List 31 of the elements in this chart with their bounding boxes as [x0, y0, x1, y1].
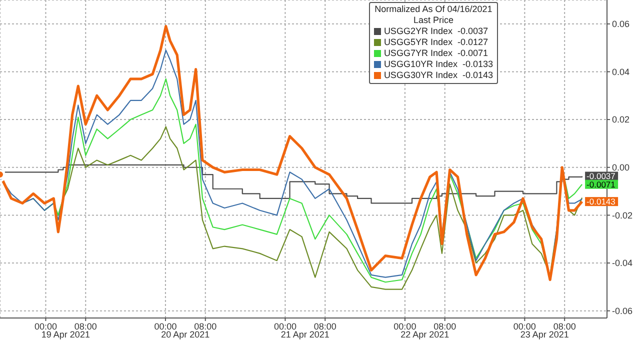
legend-label: USGG10YR Index -0.0133 — [384, 59, 493, 70]
data-label: -0.0143 — [586, 196, 616, 207]
x-tick-label: 00:00 — [34, 321, 57, 332]
data-label: -0.0037 — [586, 171, 616, 182]
x-tick-label: 08:00 — [553, 321, 576, 332]
x2-tick-label: 20 Apr 2021 — [161, 329, 210, 340]
x-tick-label: 00:00 — [394, 321, 416, 332]
x-tick-label: 00:00 — [274, 321, 296, 332]
y-tick-label: -0.02 — [612, 210, 633, 220]
y-tick-label: 0.02 — [612, 114, 630, 125]
x-tick-label: 08:00 — [434, 321, 456, 332]
x-tick-label: 08:00 — [74, 321, 97, 332]
data-label: -0.0071 — [586, 179, 616, 190]
y-tick-label: 0.00 — [612, 162, 630, 173]
legend-label: USGG2YR Index -0.0037 — [384, 26, 488, 37]
x2-tick-label: 23 Apr 2021 — [520, 329, 569, 340]
x-tick-label: 08:00 — [314, 321, 336, 332]
x-tick-label: 00:00 — [513, 321, 536, 332]
x2-tick-label: 19 Apr 2021 — [41, 329, 90, 340]
x2-tick-label: 21 Apr 2021 — [280, 329, 330, 340]
x2-tick-label: 22 Apr 2021 — [400, 329, 450, 340]
y-tick-label: -0.04 — [612, 258, 633, 268]
y-tick-label: -0.06 — [612, 306, 633, 316]
y-tick-label: 0.06 — [612, 19, 630, 30]
legend-title: Normalized As Of 04/16/2021 Last Price — [374, 4, 493, 26]
legend-label: USGG5YR Index -0.0127 — [384, 37, 488, 48]
legend-label: USGG30YR Index -0.0143 — [384, 70, 493, 81]
legend-label: USGG7YR Index -0.0071 — [384, 48, 488, 59]
y-tick-label: 0.04 — [612, 66, 630, 77]
x-tick-label: 08:00 — [194, 321, 217, 332]
x-tick-label: 00:00 — [154, 321, 177, 332]
